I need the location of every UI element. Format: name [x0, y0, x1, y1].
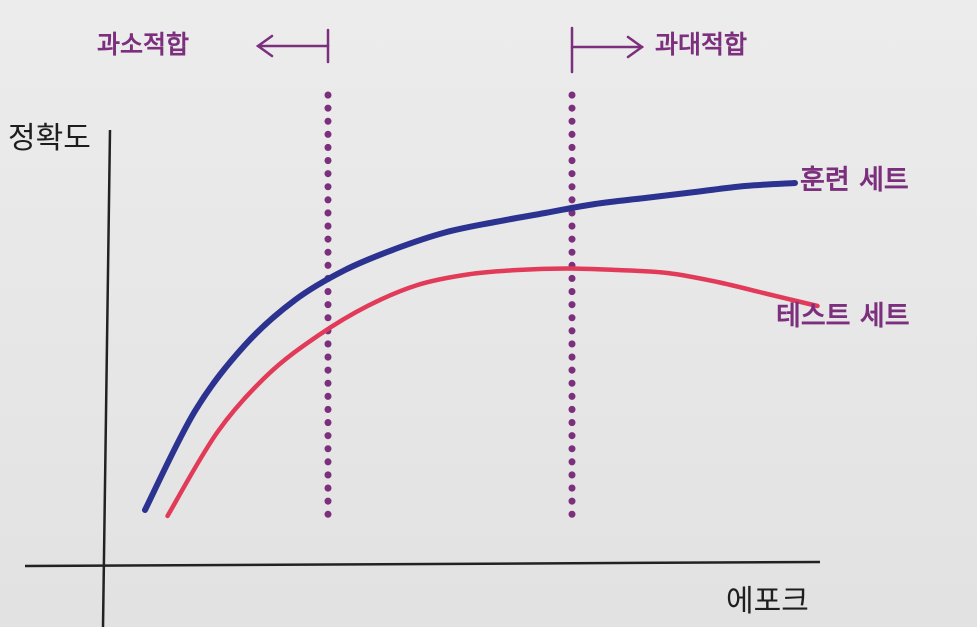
left-arrow-icon	[255, 28, 330, 64]
x-axis-label: 에포크	[726, 584, 809, 619]
test-series-label: 테스트 세트	[776, 301, 910, 332]
test-series-line	[165, 266, 820, 519]
underfit-label: 과소적합	[97, 30, 189, 59]
y-axis-label: 정확도	[8, 121, 91, 156]
train-series-line	[142, 180, 798, 513]
right-arrow-icon	[570, 26, 645, 74]
overfit-label: 과대적합	[655, 30, 747, 59]
x-axis	[24, 560, 821, 568]
train-series-label: 훈련 세트	[800, 165, 909, 196]
y-axis	[101, 129, 112, 627]
